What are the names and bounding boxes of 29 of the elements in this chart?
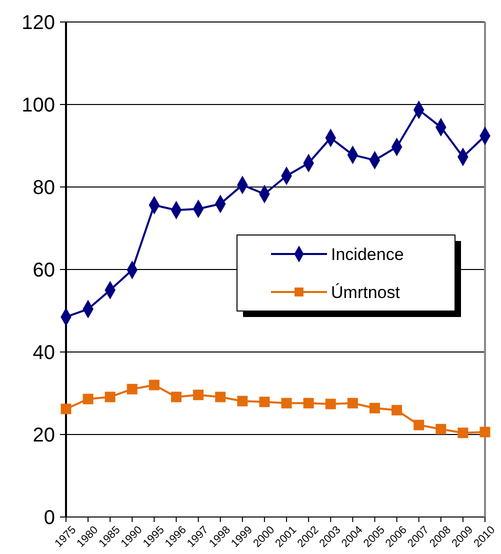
point [259,396,270,408]
y-tick-label: 0 [44,507,55,529]
y-tick-label: 60 [32,260,55,282]
point [126,384,138,394]
point [60,404,72,414]
point [369,402,380,414]
point [215,392,226,402]
point [347,398,358,408]
y-tick-label: 40 [32,342,55,364]
point [303,398,314,408]
point [458,428,468,438]
y-tick-label: 20 [32,424,55,446]
point [480,426,490,438]
legend-label: Úmrtnost [331,282,400,302]
point [171,392,182,402]
legend-label: Incidence [331,244,404,264]
point [414,420,424,430]
point [104,392,116,402]
y-tick-label: 80 [32,177,55,199]
point [237,396,248,406]
point [325,398,336,410]
point [436,424,446,434]
point [193,390,204,400]
y-tick-label: 120 [22,12,55,34]
point [281,398,292,408]
point [148,380,160,390]
point [82,394,94,404]
point [392,404,402,416]
y-tick-label: 100 [22,94,55,116]
